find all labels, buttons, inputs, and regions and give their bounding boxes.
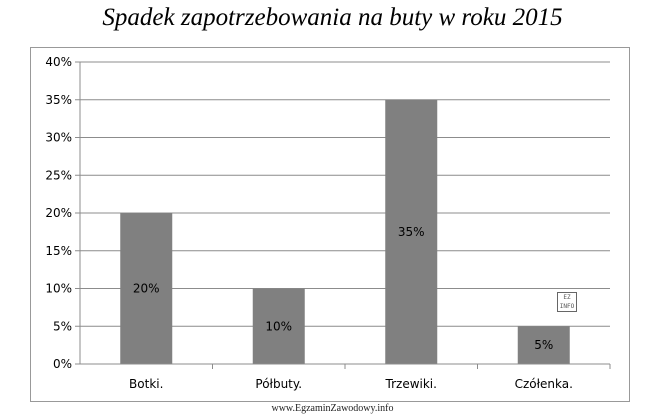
stamp-logo: EZ INFO <box>557 292 577 312</box>
data-label: 5% <box>534 338 553 352</box>
bar-4 <box>517 326 570 364</box>
watermark: www.EgzaminZawodowy.info <box>271 403 394 414</box>
y-tick-label: 35% <box>45 93 72 107</box>
data-label: 10% <box>265 319 292 333</box>
y-tick-label: 25% <box>45 168 72 182</box>
chart-title: Spadek zapotrzebowania na buty w roku 20… <box>102 4 563 31</box>
data-label: 35% <box>398 225 425 239</box>
chart-frame: 0% 5% 10% 15% 20% 25% 30% 35% 40% 20% Botki. 10% Pół… <box>30 47 630 402</box>
x-tick-label: Czółenka. <box>515 377 573 391</box>
y-tick-label: 40% <box>45 55 72 69</box>
y-tick-label: 30% <box>45 131 72 145</box>
y-tick-label: 0% <box>53 357 72 371</box>
x-tick-label: Półbuty. <box>255 377 302 391</box>
x-tick-label: Botki. <box>129 377 163 391</box>
y-tick-label: 5% <box>53 319 72 333</box>
bar-3 <box>385 99 438 364</box>
x-tick-label: Trzewiki. <box>385 377 437 391</box>
bar-2 <box>252 288 305 364</box>
bar-1 <box>120 213 173 364</box>
y-tick-label: 15% <box>45 244 72 258</box>
y-tick-label: 20% <box>45 206 72 220</box>
y-tick-label: 10% <box>45 282 72 296</box>
bar-chart: 0% 5% 10% 15% 20% 25% 30% 35% 40% 20% Botki. 10% Pół… <box>45 55 611 391</box>
data-label: 20% <box>133 282 160 296</box>
